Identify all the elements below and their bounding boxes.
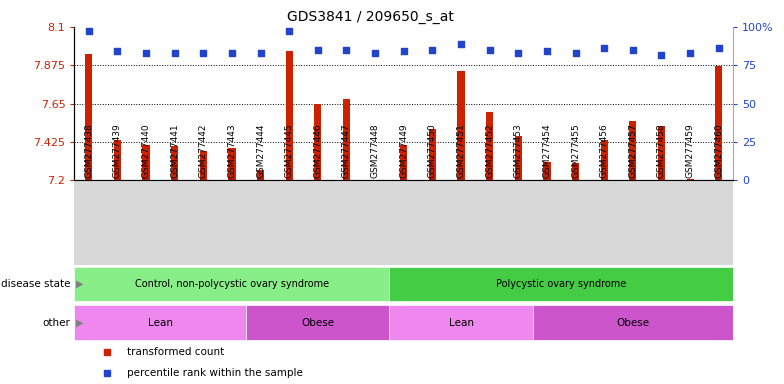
Text: Control, non-polycystic ovary syndrome: Control, non-polycystic ovary syndrome <box>135 279 329 289</box>
Point <box>455 41 467 47</box>
Point <box>368 50 381 56</box>
Point <box>311 47 324 53</box>
Bar <box>687 179 694 180</box>
Bar <box>343 99 350 180</box>
Bar <box>246 305 390 340</box>
Bar <box>630 121 637 180</box>
Bar <box>143 145 150 180</box>
Bar <box>400 145 408 180</box>
Bar <box>285 51 292 180</box>
Point <box>626 47 639 53</box>
Text: disease state: disease state <box>1 279 71 289</box>
Bar <box>390 267 733 301</box>
Bar <box>543 162 550 180</box>
Point <box>655 51 668 58</box>
Point <box>569 50 582 56</box>
Bar <box>457 71 465 180</box>
Text: Obese: Obese <box>301 318 335 328</box>
Bar <box>390 305 532 340</box>
Point <box>82 28 95 35</box>
Bar <box>228 148 235 180</box>
Bar <box>257 170 264 180</box>
Title: GDS3841 / 209650_s_at: GDS3841 / 209650_s_at <box>288 10 454 25</box>
Bar <box>74 267 390 301</box>
Point <box>426 47 439 53</box>
Text: Polycystic ovary syndrome: Polycystic ovary syndrome <box>496 279 626 289</box>
Point <box>512 50 524 56</box>
Point <box>140 50 152 56</box>
Bar <box>572 164 579 180</box>
Bar <box>200 151 207 180</box>
Bar <box>658 126 665 180</box>
Bar <box>601 139 608 180</box>
Bar <box>171 146 178 180</box>
Bar <box>74 305 246 340</box>
Bar <box>314 104 321 180</box>
Text: ▶: ▶ <box>76 318 84 328</box>
Point <box>541 48 554 55</box>
Text: Lean: Lean <box>448 318 474 328</box>
Bar <box>429 129 436 180</box>
Point <box>254 50 267 56</box>
Point <box>598 45 611 51</box>
Point <box>684 50 696 56</box>
Bar <box>532 305 733 340</box>
Point <box>283 28 296 35</box>
Text: transformed count: transformed count <box>127 347 224 358</box>
Point <box>111 48 124 55</box>
Point <box>340 47 353 53</box>
Point <box>226 50 238 56</box>
Bar <box>715 66 722 180</box>
Bar <box>114 139 121 180</box>
Point <box>713 45 725 51</box>
Point <box>484 47 496 53</box>
Text: Lean: Lean <box>148 318 173 328</box>
Bar <box>486 112 493 180</box>
Point <box>397 48 410 55</box>
Bar <box>85 54 93 180</box>
Text: ▶: ▶ <box>76 279 84 289</box>
Bar <box>515 136 522 180</box>
Text: percentile rank within the sample: percentile rank within the sample <box>127 368 303 379</box>
Text: Obese: Obese <box>616 318 649 328</box>
Point <box>197 50 209 56</box>
Text: other: other <box>42 318 71 328</box>
Point <box>169 50 181 56</box>
